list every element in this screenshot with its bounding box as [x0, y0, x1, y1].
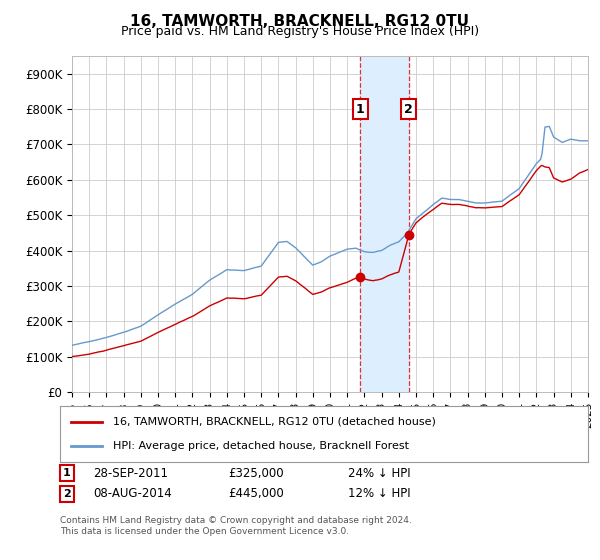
Text: 08-AUG-2014: 08-AUG-2014 [93, 487, 172, 501]
Text: 2: 2 [63, 489, 71, 499]
Text: £325,000: £325,000 [228, 466, 284, 480]
Text: £445,000: £445,000 [228, 487, 284, 501]
Text: 2: 2 [404, 102, 413, 115]
Text: Price paid vs. HM Land Registry's House Price Index (HPI): Price paid vs. HM Land Registry's House … [121, 25, 479, 38]
Text: 1: 1 [63, 468, 71, 478]
Text: 16, TAMWORTH, BRACKNELL, RG12 0TU (detached house): 16, TAMWORTH, BRACKNELL, RG12 0TU (detac… [113, 417, 436, 427]
Text: HPI: Average price, detached house, Bracknell Forest: HPI: Average price, detached house, Brac… [113, 441, 409, 451]
Text: 12% ↓ HPI: 12% ↓ HPI [348, 487, 410, 501]
Text: Contains HM Land Registry data © Crown copyright and database right 2024.
This d: Contains HM Land Registry data © Crown c… [60, 516, 412, 536]
Text: 24% ↓ HPI: 24% ↓ HPI [348, 466, 410, 480]
Text: 16, TAMWORTH, BRACKNELL, RG12 0TU: 16, TAMWORTH, BRACKNELL, RG12 0TU [131, 14, 470, 29]
Text: 28-SEP-2011: 28-SEP-2011 [93, 466, 168, 480]
Text: 1: 1 [356, 102, 364, 115]
Bar [360, 56, 409, 392]
